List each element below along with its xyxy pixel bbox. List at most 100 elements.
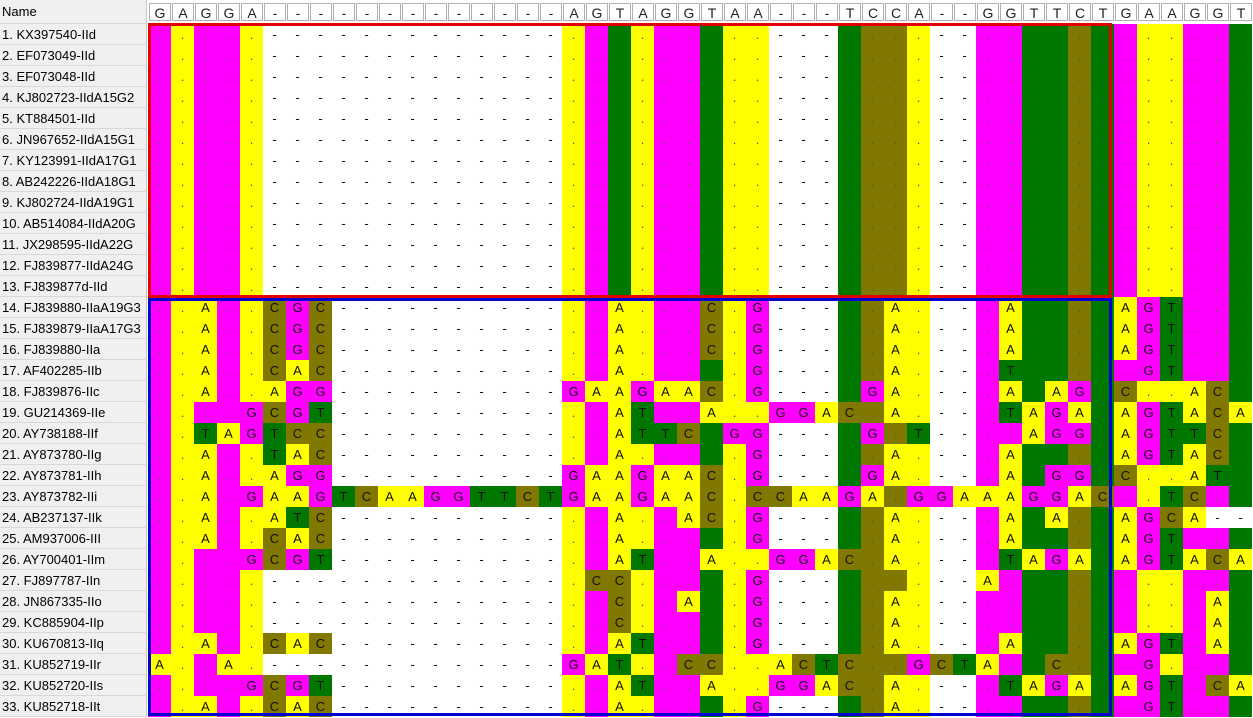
base-cell: -	[355, 549, 378, 570]
sequence-name[interactable]: 22. AY873781-IIh	[0, 465, 147, 486]
base-cell: .	[723, 528, 746, 549]
sequence-name[interactable]: 24. AB237137-IIk	[0, 507, 147, 528]
consensus-base: G	[1115, 3, 1137, 21]
sequence-name[interactable]: 7. KY123991-IIdA17G1	[0, 150, 147, 171]
base-cell: -	[815, 297, 838, 318]
base-cell: .	[171, 528, 194, 549]
base-cell: A	[677, 507, 700, 528]
base-cell: G	[286, 402, 309, 423]
base-cell: C	[263, 696, 286, 717]
sequence-name[interactable]: 16. FJ839880-IIa	[0, 339, 147, 360]
base-cell: A	[194, 297, 217, 318]
base-cell: .	[194, 234, 217, 255]
sequence-name[interactable]: 17. AF402285-IIb	[0, 360, 147, 381]
base-cell: .	[1022, 507, 1045, 528]
base-cell: G	[631, 486, 654, 507]
sequence-name[interactable]: 2. EF073049-IId	[0, 45, 147, 66]
base-cell: -	[953, 129, 976, 150]
base-cell: .	[148, 276, 171, 297]
sequence-name[interactable]: 12. FJ839877-IIdA24G	[0, 255, 147, 276]
base-cell: .	[1160, 192, 1183, 213]
sequence-name[interactable]: 19. GU214369-IIe	[0, 402, 147, 423]
base-cell: -	[470, 234, 493, 255]
base-cell: G	[1068, 465, 1091, 486]
base-cell: .	[148, 486, 171, 507]
base-cell: .	[585, 171, 608, 192]
base-cell: G	[309, 465, 332, 486]
base-cell: -	[263, 213, 286, 234]
base-cell: G	[746, 591, 769, 612]
base-cell: G	[1045, 423, 1068, 444]
sequence-name[interactable]: 10. AB514084-IIdA20G	[0, 213, 147, 234]
base-cell: T	[631, 675, 654, 696]
base-cell: -	[378, 696, 401, 717]
base-cell: .	[907, 24, 930, 45]
base-cell: -	[493, 318, 516, 339]
sequence-name[interactable]: 18. FJ839876-IIc	[0, 381, 147, 402]
base-cell: -	[815, 276, 838, 297]
sequence-name[interactable]: 8. AB242226-IIdA18G1	[0, 171, 147, 192]
base-cell: T	[309, 675, 332, 696]
base-cell: G	[746, 612, 769, 633]
sequence-name[interactable]: 15. FJ839879-IIaA17G3	[0, 318, 147, 339]
base-cell: .	[976, 612, 999, 633]
base-cell: .	[861, 444, 884, 465]
base-cell: -	[332, 612, 355, 633]
sequence-name[interactable]: 14. FJ839880-IIaA19G3	[0, 297, 147, 318]
sequence-name[interactable]: 26. AY700401-IIm	[0, 549, 147, 570]
base-cell: .	[884, 423, 907, 444]
base-cell: -	[424, 276, 447, 297]
base-cell: .	[723, 255, 746, 276]
sequence-name[interactable]: 33. KU852718-IIt	[0, 696, 147, 717]
base-cell: -	[401, 108, 424, 129]
sequence-name[interactable]: 23. AY873782-IIi	[0, 486, 147, 507]
sequence-name[interactable]: 9. KJ802724-IIdA19G1	[0, 192, 147, 213]
base-cell: A	[608, 696, 631, 717]
base-cell: -	[516, 444, 539, 465]
base-cell: .	[1183, 129, 1206, 150]
base-cell: .	[1022, 234, 1045, 255]
base-cell: -	[516, 402, 539, 423]
sequence-name[interactable]: 27. FJ897787-IIn	[0, 570, 147, 591]
sequence-name[interactable]: 3. EF073048-IId	[0, 66, 147, 87]
base-cell: -	[516, 318, 539, 339]
base-cell: .	[631, 612, 654, 633]
base-cell: .	[700, 276, 723, 297]
base-cell: -	[792, 24, 815, 45]
base-cell: .	[1183, 696, 1206, 717]
sequence-name[interactable]: 5. KT884501-IId	[0, 108, 147, 129]
base-cell: .	[148, 528, 171, 549]
sequence-name[interactable]: 25. AM937006-III	[0, 528, 147, 549]
sequence-name[interactable]: 4. KJ802723-IIdA15G2	[0, 87, 147, 108]
base-cell: .	[1091, 612, 1114, 633]
sequence-name[interactable]: 11. JX298595-IIdA22G	[0, 234, 147, 255]
base-cell: -	[792, 150, 815, 171]
base-cell: .	[1091, 381, 1114, 402]
base-cell: .	[171, 654, 194, 675]
base-cell: -	[424, 570, 447, 591]
sequence-name[interactable]: 31. KU852719-IIr	[0, 654, 147, 675]
base-cell: .	[884, 654, 907, 675]
sequence-name[interactable]: 20. AY738188-IIf	[0, 423, 147, 444]
sequence-name[interactable]: 29. KC885904-IIp	[0, 612, 147, 633]
base-cell: T	[470, 486, 493, 507]
base-cell: -	[447, 339, 470, 360]
sequence-name[interactable]: 21. AY873780-IIg	[0, 444, 147, 465]
base-cell: -	[447, 612, 470, 633]
base-cell: .	[171, 402, 194, 423]
base-cell: .	[884, 255, 907, 276]
sequence-name[interactable]: 6. JN967652-IIdA15G1	[0, 129, 147, 150]
base-cell: C	[263, 297, 286, 318]
base-cell: -	[378, 171, 401, 192]
sequence-name[interactable]: 28. JN867335-IIo	[0, 591, 147, 612]
sequence-name[interactable]: 13. FJ839877d-IId	[0, 276, 147, 297]
base-cell: .	[907, 45, 930, 66]
base-cell: A	[884, 633, 907, 654]
sequence-name[interactable]: 30. KU670813-IIq	[0, 633, 147, 654]
sequence-name[interactable]: 32. KU852720-IIs	[0, 675, 147, 696]
base-cell: .	[217, 108, 240, 129]
base-cell: -	[792, 234, 815, 255]
sequence-name[interactable]: 1. KX397540-IId	[0, 24, 147, 45]
base-cell: .	[1206, 234, 1229, 255]
name-header[interactable]: Name	[0, 0, 147, 24]
